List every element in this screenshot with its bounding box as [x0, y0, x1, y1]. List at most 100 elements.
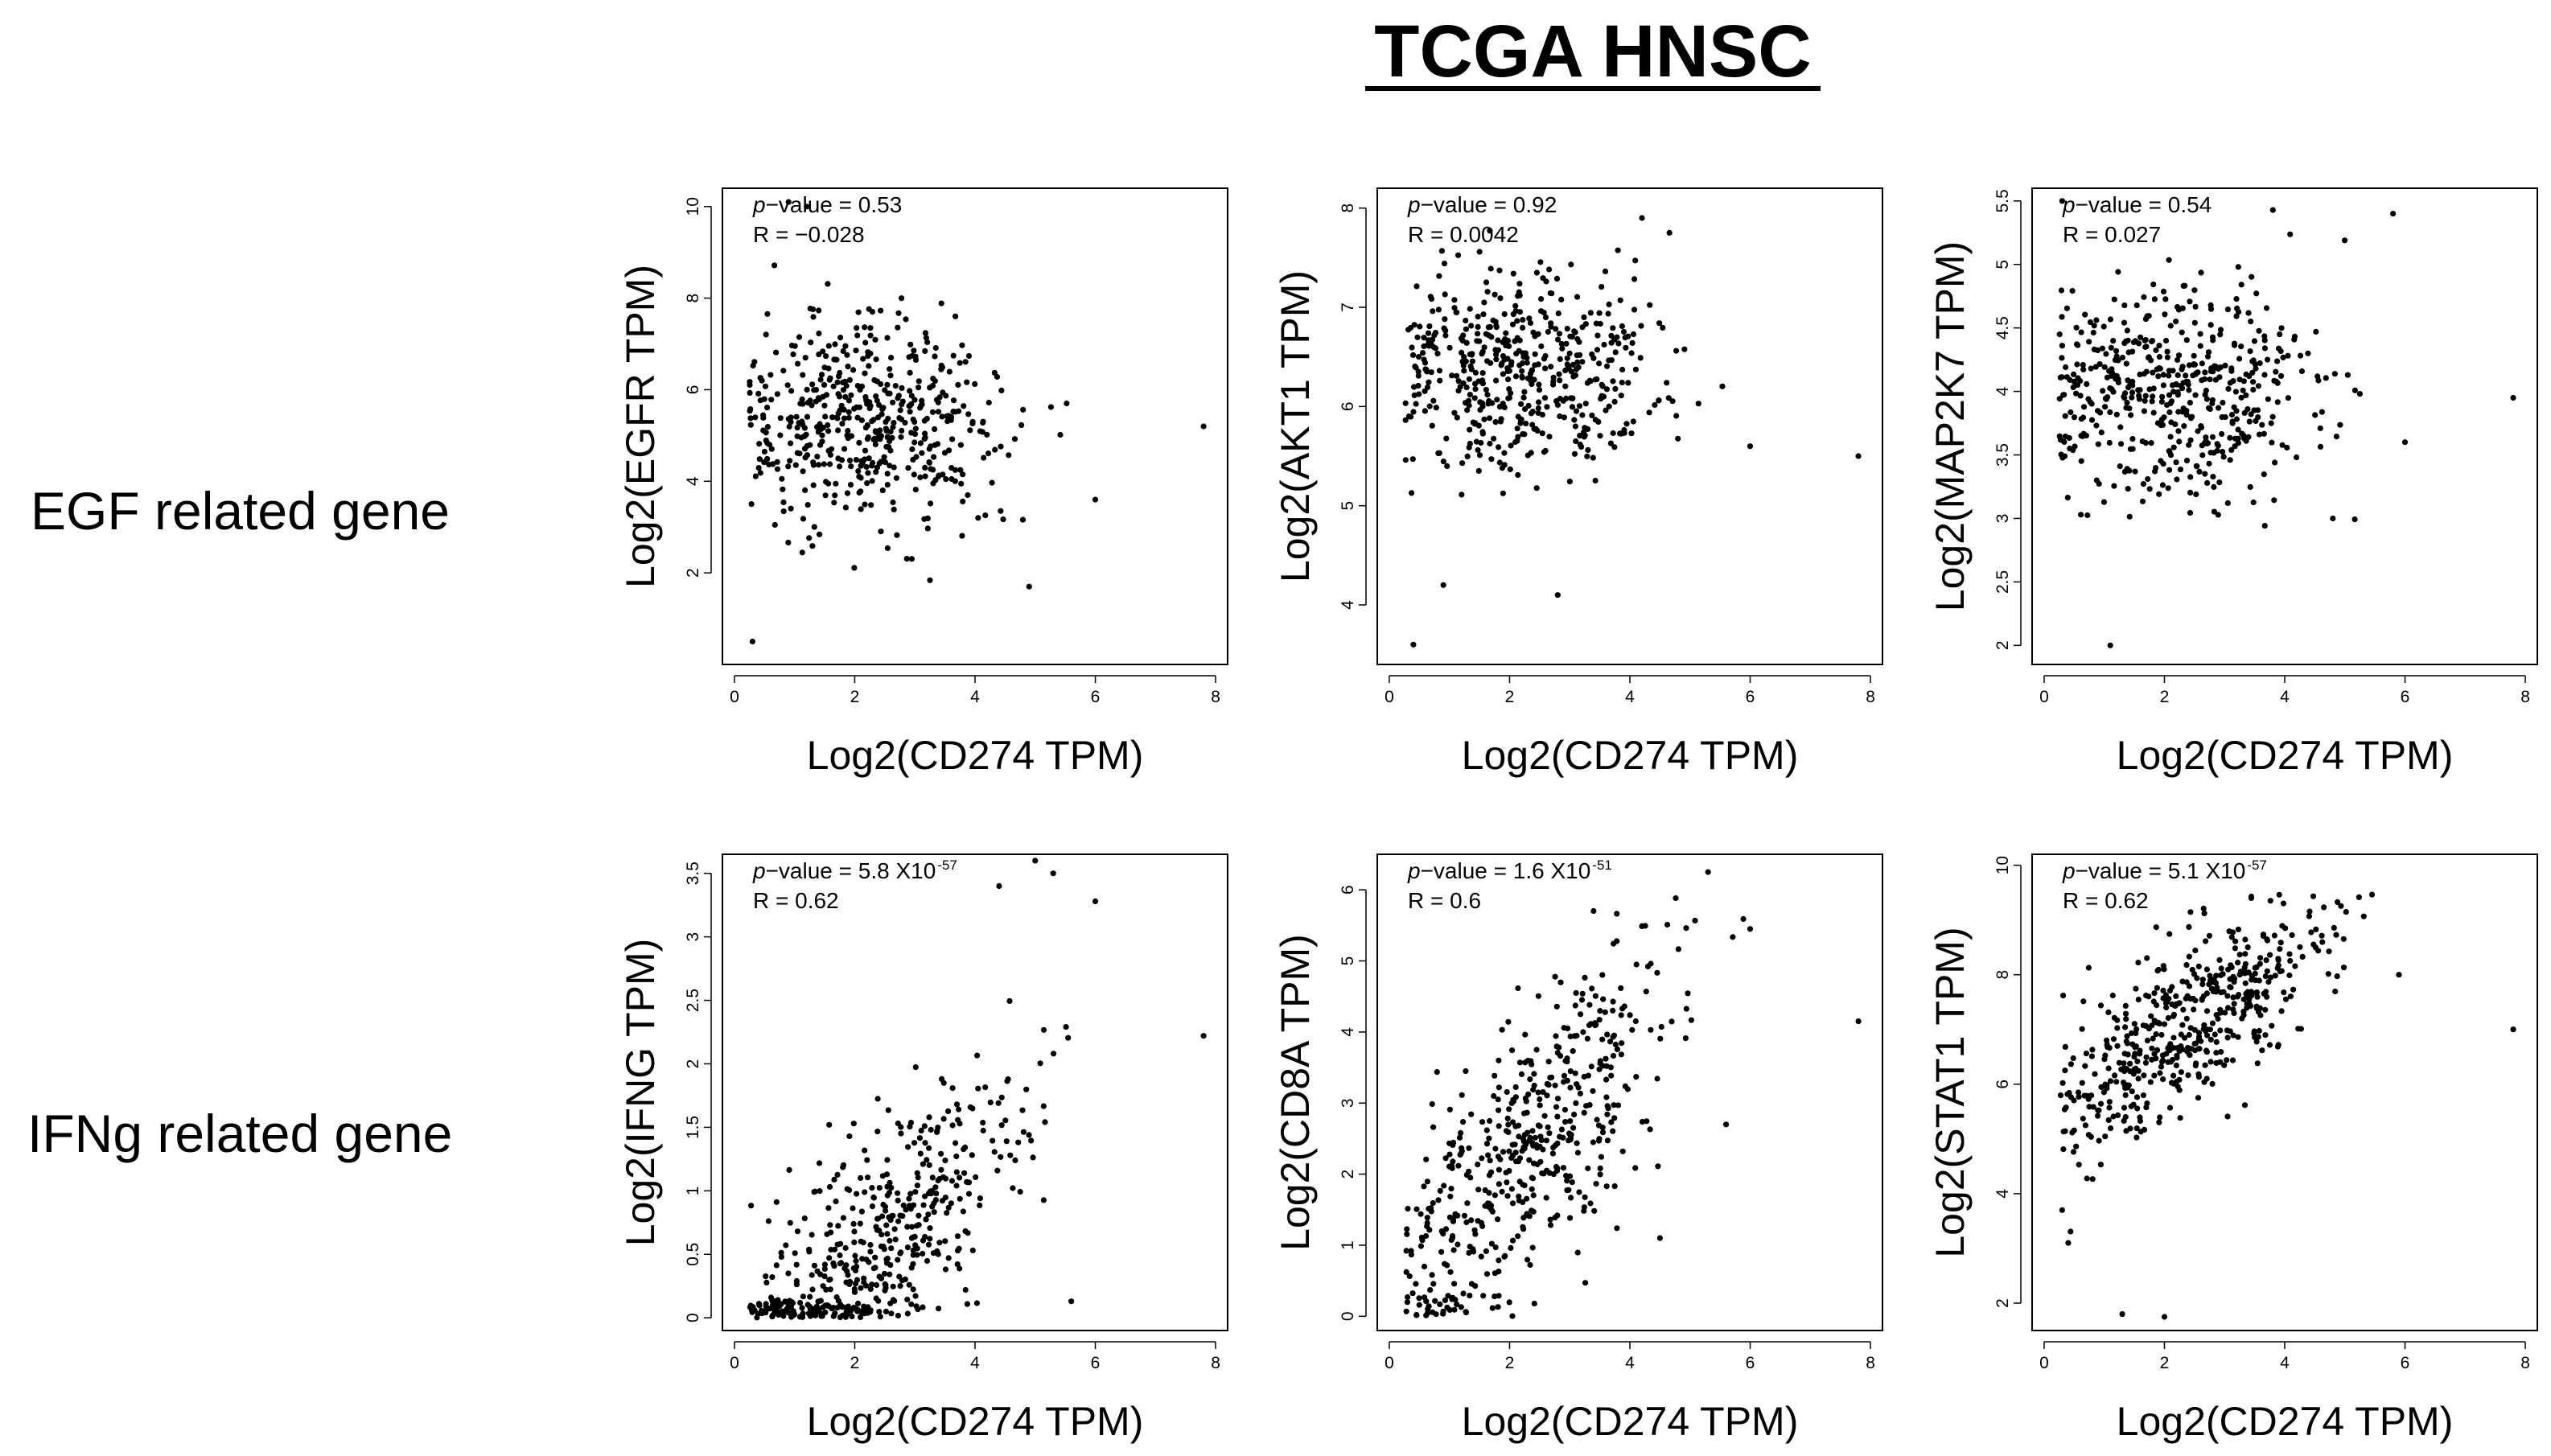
scatter-point [895, 395, 901, 401]
scatter-point [2175, 409, 2182, 415]
scatter-point [1503, 1170, 1509, 1176]
scatter-point [2167, 323, 2174, 329]
scatter-point [1475, 314, 1481, 320]
scatter-point [846, 1133, 853, 1140]
scatter-point [2342, 237, 2348, 244]
scatter-point [869, 1281, 875, 1288]
scatter-point [1504, 1088, 1510, 1096]
scatter-point [2122, 390, 2129, 397]
scatter-point [1506, 1299, 1512, 1306]
scatter-point [855, 309, 862, 315]
scatter-point [841, 446, 848, 452]
scatter-point [1595, 1122, 1603, 1129]
scatter-point [2121, 319, 2128, 326]
scatter-point [2284, 444, 2290, 451]
scatter-point [1501, 1253, 1508, 1260]
scatter-point [851, 1289, 858, 1295]
scatter-point [895, 1190, 901, 1196]
scatter-point [891, 420, 897, 426]
scatter-point [1604, 363, 1611, 369]
scatter-point [874, 1096, 881, 1102]
scatter-point [747, 415, 754, 422]
scatter-point [840, 387, 846, 393]
scatter-point [1026, 583, 1032, 590]
scatter-point [2265, 979, 2272, 985]
x-tick-label: 6 [1091, 688, 1101, 706]
scatter-point [1524, 1195, 1530, 1202]
scatter-point [1426, 1227, 1433, 1233]
scatter-point [1621, 426, 1627, 434]
scatter-point [2180, 380, 2187, 386]
scatter-point [1491, 1092, 1497, 1100]
scatter-point [878, 1275, 885, 1281]
scatter-point [2079, 1080, 2085, 1086]
scatter-point [2289, 932, 2295, 939]
scatter-point [2252, 1034, 2258, 1040]
scatter-point [882, 1287, 888, 1294]
scatter-point [924, 1157, 930, 1163]
scatter-point [873, 356, 879, 363]
scatter-point [2206, 405, 2212, 411]
scatter-point [1430, 1124, 1437, 1130]
x-tick-label: 2 [1505, 1354, 1515, 1372]
scatter-point [1538, 296, 1545, 302]
scatter-point [1488, 334, 1495, 340]
scatter-point [932, 1184, 939, 1191]
scatter-point [2131, 1021, 2137, 1027]
scatter-point [1459, 1148, 1465, 1154]
scatter-point [2264, 936, 2270, 943]
scatter-point [814, 454, 821, 460]
scatter-point [2216, 374, 2223, 380]
scatter-point [1599, 1036, 1606, 1043]
scatter-point [1430, 343, 1437, 350]
scatter-point [2058, 287, 2065, 294]
scatter-point [1537, 1102, 1543, 1108]
scatter-point [2297, 944, 2303, 950]
scatter-point [2158, 1063, 2165, 1070]
scatter-point [1459, 1092, 1465, 1098]
scatter-point [1460, 1119, 1467, 1125]
scatter-point [1500, 371, 1506, 377]
scatter-point [1656, 397, 1662, 404]
scatter-point [831, 1176, 837, 1182]
scatter-point [1493, 356, 1500, 363]
scatter-point [915, 1306, 921, 1313]
scatter-point [2159, 482, 2166, 488]
scatter-point [2174, 476, 2180, 483]
scatter-point [818, 372, 825, 378]
scatter-point [1404, 1226, 1410, 1232]
scatter-point [1562, 367, 1569, 374]
scatter-point [2173, 1001, 2179, 1007]
scatter-point [2080, 1116, 2086, 1122]
scatter-point [1417, 1211, 1424, 1217]
scatter-point [1481, 416, 1487, 422]
scatter-point [1620, 328, 1627, 335]
scatter-point [858, 417, 865, 424]
scatter-point [898, 416, 905, 422]
scatter-point [2241, 1102, 2249, 1108]
scatter-point [2166, 467, 2173, 473]
scatter-point [1514, 335, 1520, 341]
scatter-point [927, 385, 933, 391]
scatter-point [1487, 440, 1493, 447]
scatter-point [2390, 211, 2397, 217]
scatter-point [1519, 1148, 1525, 1154]
scatter-point [1552, 1215, 1558, 1221]
scatter-point [2173, 319, 2179, 325]
scatter-point [757, 470, 763, 476]
y-tick-label: 10 [1993, 856, 2012, 874]
scatter-point [916, 1135, 923, 1141]
scatter-point [2263, 957, 2269, 964]
scatter-point [1525, 1091, 1532, 1097]
scatter-point [2206, 460, 2212, 467]
scatter-point [2319, 409, 2325, 415]
scatter-point [911, 1140, 918, 1146]
scatter-point [2170, 1045, 2177, 1051]
scatter-point [2218, 965, 2224, 972]
scatter-point [2177, 1115, 2183, 1121]
scatter-point [826, 1255, 833, 1261]
x-tick-label: 2 [850, 688, 860, 706]
scatter-point [1533, 485, 1540, 492]
